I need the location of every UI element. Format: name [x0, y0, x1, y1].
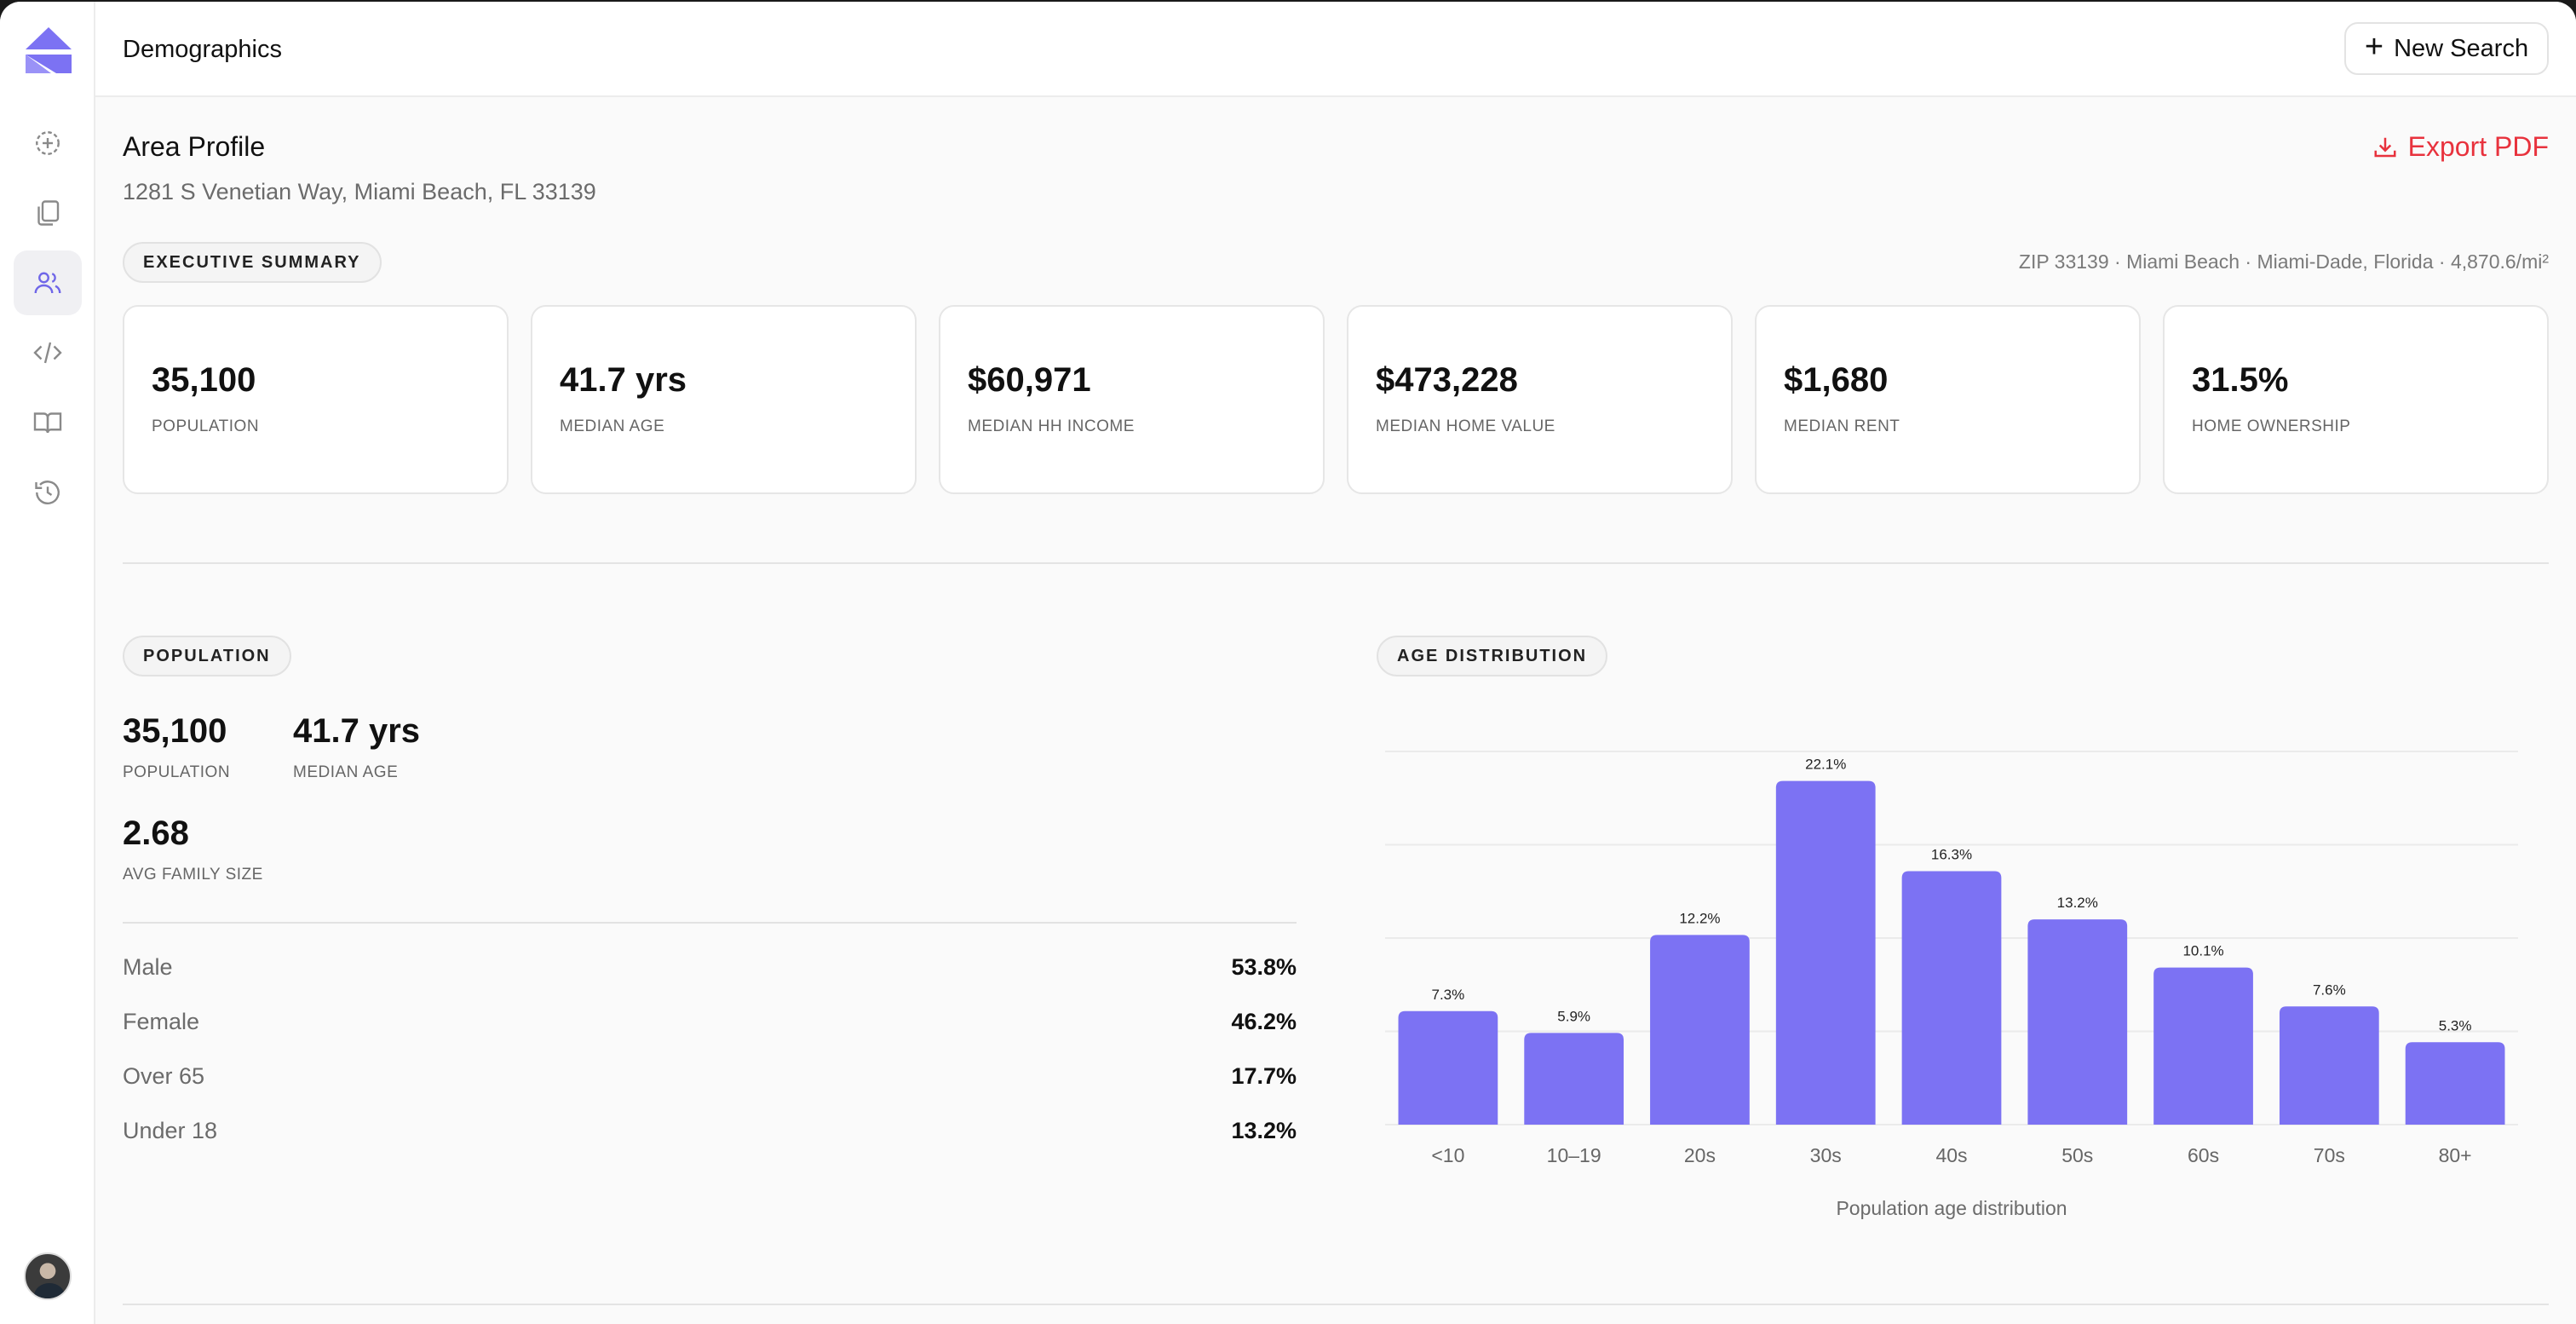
stat-label: POPULATION	[152, 417, 260, 435]
chart-bar	[1650, 935, 1750, 1125]
executive-summary-badge: EXECUTIVE SUMMARY	[123, 242, 382, 283]
nav-docs[interactable]	[14, 390, 82, 455]
export-pdf-button[interactable]: Export PDF	[2372, 131, 2549, 163]
stat-value: $473,228	[1376, 361, 1518, 399]
bar-value-label: 7.6%	[2313, 981, 2346, 998]
stat-label: MEDIAN RENT	[1784, 417, 1900, 435]
chart-bar	[2279, 1006, 2379, 1125]
documents-icon	[37, 200, 60, 226]
bar-value-label: 16.3%	[1931, 847, 1972, 863]
history-icon	[35, 481, 60, 504]
age-distribution-badge: AGE DISTRIBUTION	[1377, 636, 1608, 676]
population-badge: POPULATION	[123, 636, 291, 676]
stat-card-median-income: $60,971 MEDIAN HH INCOME	[939, 305, 1325, 494]
x-tick-label: 10–19	[1547, 1144, 1601, 1166]
chart-bar	[2153, 967, 2253, 1125]
x-tick-label: 30s	[1810, 1144, 1842, 1166]
bar-value-label: 12.2%	[1679, 910, 1720, 926]
male-label: Male	[123, 954, 173, 980]
plus-icon: +	[2364, 29, 2384, 65]
stat-card-population: 35,100 POPULATION	[123, 305, 509, 494]
male-value: 53.8%	[1231, 954, 1297, 980]
population-divider	[123, 922, 1297, 924]
nav-demographics[interactable]	[14, 250, 82, 315]
median-age-value: 41.7 yrs	[293, 712, 421, 750]
main-content: Area Profile 1281 S Venetian Way, Miami …	[95, 97, 2576, 1324]
x-axis-label: Population age distribution	[1836, 1197, 2067, 1219]
bar-value-label: 22.1%	[1805, 757, 1846, 773]
chart-bar	[1775, 780, 1876, 1125]
bar-value-label: 13.2%	[2057, 895, 2098, 911]
stat-label: MEDIAN HH INCOME	[968, 417, 1135, 435]
logo-icon[interactable]	[22, 24, 75, 77]
x-tick-label: <10	[1431, 1144, 1464, 1166]
stat-value: 41.7 yrs	[560, 361, 687, 399]
export-pdf-label: Export PDF	[2407, 131, 2549, 162]
over-65-label: Over 65	[123, 1063, 205, 1089]
new-search-button[interactable]: + New Search	[2344, 22, 2549, 75]
chart-bar	[2405, 1042, 2505, 1125]
under-18-value: 13.2%	[1231, 1118, 1297, 1143]
nav-documents[interactable]	[14, 181, 82, 245]
family-size-label: AVG FAMILY SIZE	[123, 866, 263, 884]
under-18-label: Under 18	[123, 1118, 218, 1143]
chart-bar	[1901, 871, 2002, 1125]
bar-value-label: 5.9%	[1557, 1008, 1590, 1024]
download-icon	[2374, 137, 2396, 157]
nav-api[interactable]	[14, 320, 82, 385]
stat-card-median-home-value: $473,228 MEDIAN HOME VALUE	[1347, 305, 1733, 494]
code-icon	[33, 342, 62, 364]
location-meta: ZIP 33139 · Miami Beach · Miami-Dade, Fl…	[2018, 250, 2549, 273]
chart-bar	[2027, 919, 2128, 1125]
nav-new-search[interactable]	[14, 111, 82, 176]
stat-label: MEDIAN AGE	[560, 417, 665, 435]
top-bar: Demographics + New Search	[95, 2, 2576, 97]
stat-label: HOME OWNERSHIP	[2192, 417, 2351, 435]
x-tick-label: 60s	[2188, 1144, 2219, 1166]
family-size-value: 2.68	[123, 815, 189, 852]
x-tick-label: 40s	[1935, 1144, 1967, 1166]
stat-card-median-rent: $1,680 MEDIAN RENT	[1755, 305, 2141, 494]
area-profile-title: Area Profile	[123, 131, 266, 162]
stat-value: $1,680	[1784, 361, 1889, 399]
page-title: Demographics	[123, 36, 282, 63]
sidebar	[0, 2, 95, 1324]
new-search-icon	[36, 131, 60, 155]
stat-card-home-ownership: 31.5% HOME OWNERSHIP	[2163, 305, 2549, 494]
x-tick-label: 70s	[2314, 1144, 2345, 1166]
median-age-label: MEDIAN AGE	[293, 763, 399, 781]
population-label: POPULATION	[123, 763, 231, 781]
x-tick-label: 50s	[2061, 1144, 2093, 1166]
stat-value: $60,971	[968, 361, 1091, 399]
summary-cards: 35,100 POPULATION 41.7 yrs MEDIAN AGE $6…	[123, 305, 2549, 494]
section-divider	[123, 562, 2549, 564]
age-chart-svg: 7.3% <10 5.9% 10–19 12.2% 20s 22.1% 30s 16.3% 40s…	[1385, 751, 2518, 1219]
bar-value-label: 7.3%	[1432, 987, 1465, 1003]
age-distribution-chart: 7.3% <10 5.9% 10–19 12.2% 20s 22.1% 30s 16.3% 40s…	[1377, 736, 2535, 1324]
area-address: 1281 S Venetian Way, Miami Beach, FL 331…	[123, 179, 596, 204]
stat-value: 35,100	[152, 361, 256, 399]
users-icon	[34, 272, 61, 294]
over-65-value: 17.7%	[1231, 1063, 1297, 1089]
population-value: 35,100	[123, 712, 227, 750]
bottom-divider	[123, 1304, 2549, 1305]
stat-value: 31.5%	[2192, 361, 2289, 399]
x-tick-label: 80+	[2439, 1144, 2472, 1166]
x-tick-label: 20s	[1684, 1144, 1716, 1166]
chart-bar	[1524, 1033, 1624, 1125]
female-label: Female	[123, 1009, 200, 1034]
bar-value-label: 10.1%	[2182, 943, 2223, 959]
female-value: 46.2%	[1231, 1009, 1297, 1034]
avatar[interactable]	[24, 1252, 72, 1300]
book-icon	[33, 412, 62, 434]
nav-history[interactable]	[14, 460, 82, 525]
stat-card-median-age: 41.7 yrs MEDIAN AGE	[531, 305, 917, 494]
chart-bar	[1398, 1010, 1498, 1125]
stat-label: MEDIAN HOME VALUE	[1376, 417, 1555, 435]
new-search-label: New Search	[2394, 34, 2529, 62]
bar-value-label: 5.3%	[2439, 1017, 2472, 1033]
